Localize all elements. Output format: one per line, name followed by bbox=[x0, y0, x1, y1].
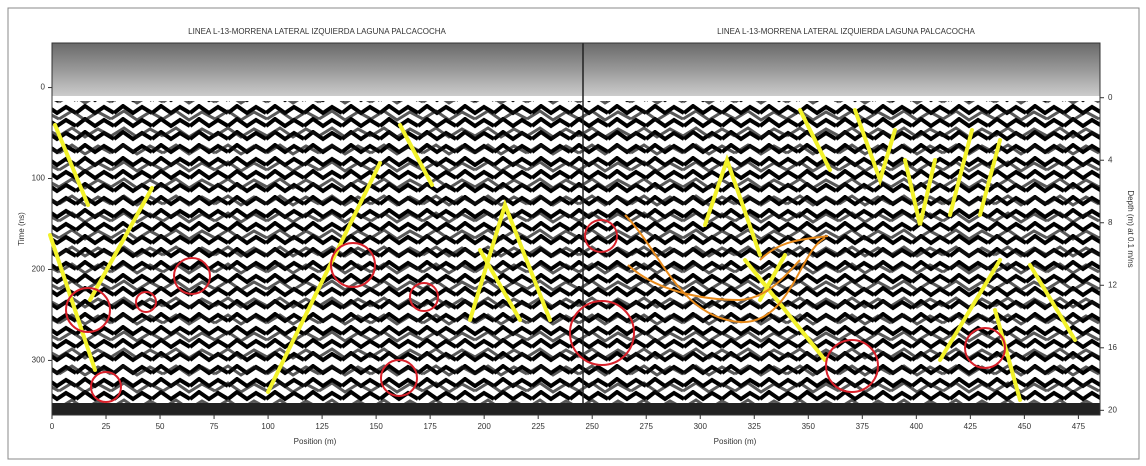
y2-tick-label: 12 bbox=[1108, 280, 1117, 289]
y2-tick-label: 4 bbox=[1108, 155, 1113, 164]
panel-title: LINEA L-13-MORRENA LATERAL IZQUIERDA LAG… bbox=[188, 27, 446, 36]
y-axis-label: Time (ns) bbox=[17, 212, 26, 246]
y-tick-label: 0 bbox=[41, 83, 46, 92]
x-tick-label: 275 bbox=[640, 422, 654, 431]
y2-tick-label: 0 bbox=[1108, 93, 1113, 102]
x-tick-label: 250 bbox=[586, 422, 600, 431]
x-tick-label: 0 bbox=[50, 422, 55, 431]
y2-tick-label: 20 bbox=[1108, 405, 1117, 414]
x-tick-label: 400 bbox=[910, 422, 924, 431]
x-tick-label: 25 bbox=[102, 422, 111, 431]
x-tick-label: 325 bbox=[748, 422, 762, 431]
x-axis-label: Position (m) bbox=[714, 437, 757, 446]
x-tick-label: 300 bbox=[694, 422, 708, 431]
x-tick-label: 375 bbox=[856, 422, 870, 431]
x-tick-label: 50 bbox=[156, 422, 165, 431]
x-axis-label: Position (m) bbox=[294, 437, 337, 446]
x-tick-label: 150 bbox=[369, 422, 383, 431]
y2-tick-label: 8 bbox=[1108, 218, 1113, 227]
annotations bbox=[48, 108, 1077, 403]
frame bbox=[7, 7, 1140, 460]
y-tick-label: 100 bbox=[32, 174, 46, 183]
y-tick-label: 300 bbox=[32, 356, 46, 365]
x-tick-label: 350 bbox=[802, 422, 816, 431]
panel-title: LINEA L-13-MORRENA LATERAL IZQUIERDA LAG… bbox=[717, 27, 975, 36]
x-tick-label: 125 bbox=[315, 422, 329, 431]
y-tick-label: 200 bbox=[32, 265, 46, 274]
y2-tick-label: 16 bbox=[1108, 343, 1117, 352]
x-tick-label: 225 bbox=[532, 422, 546, 431]
x-tick-label: 450 bbox=[1018, 422, 1032, 431]
x-tick-label: 75 bbox=[210, 422, 219, 431]
x-tick-label: 425 bbox=[964, 422, 978, 431]
x-tick-label: 175 bbox=[423, 422, 437, 431]
x-tick-label: 200 bbox=[477, 422, 491, 431]
y2-axis-label: Depth (m) at 0.1 m/ns bbox=[1126, 190, 1135, 267]
x-tick-label: 100 bbox=[261, 422, 275, 431]
x-tick-label: 475 bbox=[1072, 422, 1086, 431]
